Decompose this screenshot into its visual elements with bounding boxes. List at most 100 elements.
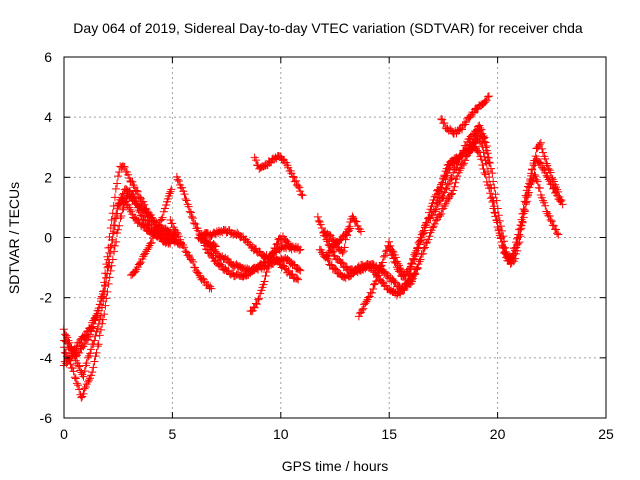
data-point — [80, 367, 89, 376]
data-point — [520, 197, 529, 206]
data-point — [492, 216, 501, 225]
data-point — [457, 125, 466, 134]
data-point — [436, 187, 445, 196]
data-point — [400, 285, 409, 294]
data-point — [415, 240, 424, 249]
series-track-5 — [127, 185, 176, 280]
data-point — [496, 222, 505, 231]
data-point — [293, 244, 302, 253]
data-point — [287, 245, 296, 254]
data-point — [435, 210, 444, 219]
data-point — [437, 209, 446, 218]
data-point — [387, 250, 396, 259]
data-point — [98, 319, 107, 328]
data-point — [541, 201, 550, 210]
data-point — [252, 156, 261, 165]
data-point — [135, 193, 144, 202]
series-track-6 — [166, 216, 216, 293]
data-point — [140, 250, 149, 259]
data-point — [434, 189, 443, 198]
data-point — [165, 189, 174, 198]
data-point — [544, 175, 553, 184]
series-track-9 — [198, 225, 303, 284]
data-point — [80, 340, 89, 349]
data-point — [159, 207, 168, 216]
y-tick-label: 4 — [44, 109, 52, 125]
data-point — [166, 216, 175, 225]
data-point — [414, 243, 423, 252]
data-point — [128, 190, 137, 199]
data-point — [94, 340, 103, 349]
series-track-16 — [354, 134, 563, 321]
data-point — [415, 257, 424, 266]
data-point — [518, 209, 527, 218]
data-point — [474, 147, 483, 156]
data-point — [488, 169, 497, 178]
data-point — [157, 215, 166, 224]
data-point — [530, 170, 539, 179]
data-point — [115, 168, 124, 177]
data-point — [381, 281, 390, 290]
data-point — [437, 114, 446, 123]
data-point — [89, 322, 98, 331]
data-point — [500, 244, 509, 253]
data-point — [516, 221, 525, 230]
data-point — [481, 170, 490, 179]
data-point — [96, 325, 105, 334]
data-point — [479, 134, 488, 143]
data-point — [131, 267, 140, 276]
data-point — [113, 209, 122, 218]
data-point — [389, 276, 398, 285]
data-point — [210, 245, 219, 254]
data-point — [117, 211, 126, 220]
data-point — [441, 185, 450, 194]
data-point — [254, 294, 263, 303]
data-point — [182, 196, 191, 205]
data-point — [448, 189, 457, 198]
data-point — [491, 212, 500, 221]
data-point — [116, 195, 125, 204]
data-point — [277, 154, 286, 163]
data-point — [91, 352, 100, 361]
data-point — [461, 156, 470, 165]
x-tick-label: 0 — [60, 426, 68, 442]
data-point — [424, 214, 433, 223]
data-point — [120, 162, 129, 171]
data-point — [71, 374, 80, 383]
data-point — [324, 256, 333, 265]
data-point — [430, 192, 439, 201]
data-point — [514, 239, 523, 248]
data-point — [147, 238, 156, 247]
data-point — [489, 204, 498, 213]
data-point — [138, 211, 147, 220]
data-point — [270, 243, 279, 252]
data-point — [494, 211, 503, 220]
data-point — [77, 368, 86, 377]
data-point — [332, 265, 341, 274]
data-point — [440, 201, 449, 210]
data-point — [292, 274, 301, 283]
data-point — [181, 195, 190, 204]
data-point — [80, 384, 89, 393]
data-point — [114, 172, 123, 181]
data-point — [338, 248, 347, 257]
y-tick-label: -6 — [40, 410, 53, 426]
data-point — [140, 200, 149, 209]
data-point — [346, 224, 355, 233]
data-point — [510, 244, 519, 253]
data-point — [87, 371, 96, 380]
data-point — [136, 259, 145, 268]
data-point — [451, 165, 460, 174]
data-point — [262, 268, 271, 277]
data-point — [391, 259, 400, 268]
data-point — [110, 221, 119, 230]
data-point — [554, 230, 563, 239]
data-point — [552, 225, 561, 234]
data-point — [68, 364, 77, 373]
data-point — [140, 215, 149, 224]
data-point — [254, 295, 263, 304]
data-point — [348, 212, 357, 221]
data-point — [556, 197, 565, 206]
data-point — [431, 216, 440, 225]
data-point — [327, 236, 336, 245]
